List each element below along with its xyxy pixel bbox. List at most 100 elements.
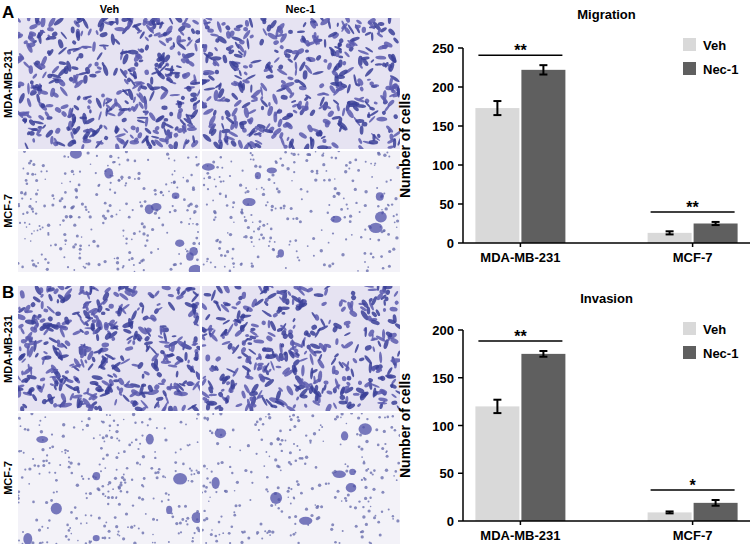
cell <box>103 125 108 131</box>
cell <box>21 339 27 344</box>
pore <box>29 223 31 225</box>
cell <box>242 304 254 313</box>
cell <box>164 73 172 81</box>
pore <box>158 217 160 219</box>
cell <box>187 359 190 363</box>
pore <box>146 234 149 237</box>
cell <box>279 136 285 146</box>
pore <box>357 169 360 172</box>
cell <box>254 142 262 149</box>
pore <box>39 225 41 227</box>
pore <box>131 238 133 240</box>
cell <box>255 172 261 179</box>
cell <box>27 18 31 21</box>
pore <box>33 230 35 232</box>
cell <box>154 290 161 297</box>
cell <box>18 18 22 23</box>
pore <box>168 191 170 193</box>
pore <box>84 206 86 208</box>
cell <box>113 291 121 298</box>
cell <box>76 95 81 101</box>
pore <box>67 266 69 268</box>
cell <box>262 19 266 24</box>
cell <box>24 379 29 384</box>
cell <box>292 324 296 329</box>
cell <box>359 96 365 100</box>
cell <box>289 91 295 98</box>
cell <box>96 140 104 145</box>
cell <box>36 93 41 103</box>
cell <box>323 58 328 63</box>
cell <box>241 364 251 372</box>
pore <box>31 233 33 235</box>
cell <box>86 307 98 315</box>
pore <box>196 258 199 261</box>
cell <box>302 143 310 149</box>
cell <box>18 81 25 87</box>
pore <box>43 205 46 208</box>
cell <box>389 76 394 87</box>
pore <box>95 172 97 174</box>
cell <box>196 87 200 97</box>
cell <box>82 300 90 309</box>
figure: AVehNec-1MDA-MB-231MCF-7BMDA-MB-231MCF-7… <box>0 0 755 544</box>
cell <box>353 74 358 86</box>
cell <box>135 127 139 133</box>
pore <box>37 189 39 191</box>
cell <box>332 402 337 409</box>
pore <box>166 153 169 156</box>
cell <box>66 138 77 148</box>
pore <box>102 222 104 224</box>
pore <box>275 208 277 210</box>
pore <box>378 153 381 156</box>
pore <box>21 266 24 269</box>
cell <box>178 382 186 387</box>
pore <box>388 204 390 206</box>
cell <box>169 111 174 116</box>
pore <box>47 261 50 264</box>
cell <box>302 340 305 347</box>
cell <box>56 141 66 148</box>
pore <box>250 152 252 154</box>
cell <box>364 31 371 36</box>
cell <box>72 125 81 136</box>
pore <box>286 217 289 220</box>
cell <box>155 115 165 123</box>
pore <box>21 198 23 200</box>
pore <box>251 154 253 156</box>
cell <box>166 37 172 42</box>
cell <box>299 357 309 362</box>
pore <box>283 208 285 210</box>
pore <box>365 161 367 163</box>
cell <box>331 69 339 77</box>
cell <box>367 114 371 118</box>
pore <box>107 210 110 213</box>
cell <box>243 65 249 69</box>
cell <box>71 139 77 145</box>
pore <box>312 237 315 240</box>
cell <box>237 356 242 359</box>
cell <box>164 68 174 72</box>
pore <box>345 164 348 167</box>
cell <box>52 402 58 408</box>
cell <box>319 96 326 106</box>
cell <box>65 378 74 384</box>
cell <box>18 92 26 104</box>
cell <box>268 102 271 107</box>
pore <box>46 170 48 172</box>
cell <box>177 107 184 113</box>
cell <box>276 25 284 35</box>
cell <box>384 61 390 68</box>
cell <box>123 328 133 335</box>
cell <box>274 49 280 53</box>
cell <box>309 109 316 117</box>
cell <box>300 394 308 399</box>
cell <box>167 294 174 298</box>
pore <box>281 164 284 167</box>
cell <box>381 110 386 115</box>
cell <box>18 52 25 60</box>
pore <box>81 203 84 206</box>
pore <box>374 163 376 165</box>
cell <box>385 125 394 134</box>
pore <box>226 204 229 207</box>
